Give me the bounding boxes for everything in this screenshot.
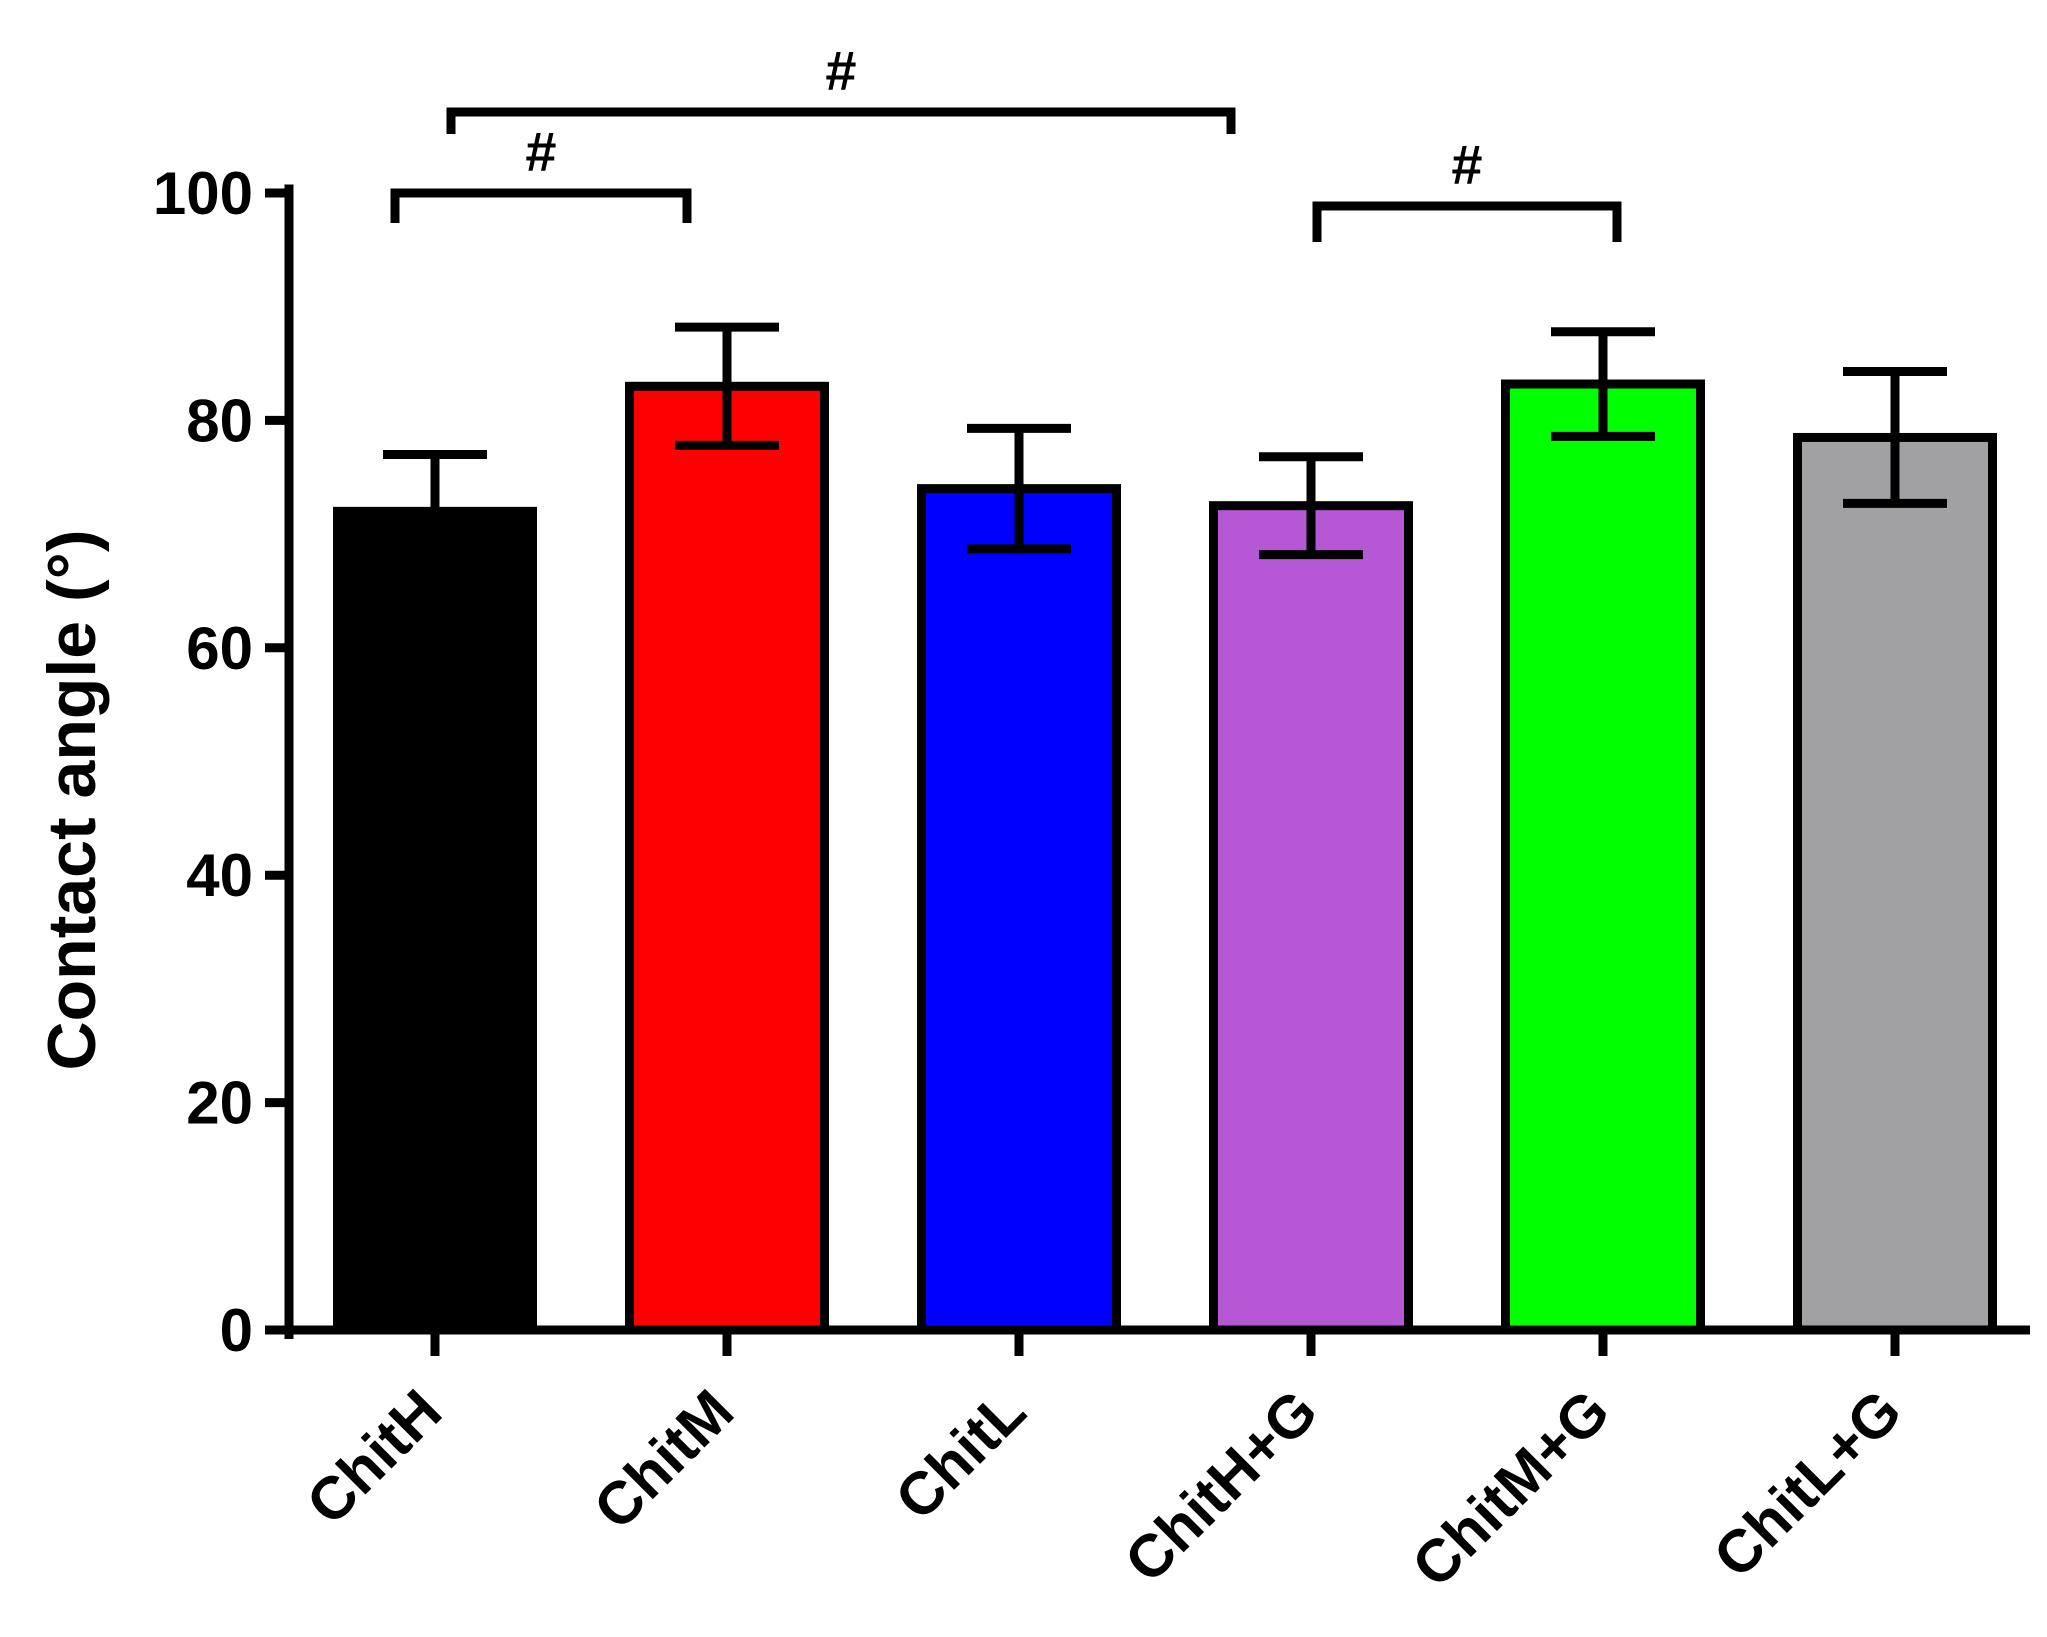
error-bars (383, 322, 1947, 560)
significance-label: # (525, 120, 556, 183)
y-tick-label: 20 (186, 1070, 253, 1137)
x-label-ChitH+G: ChitH+G (1112, 1377, 1330, 1595)
significance-bracket (390, 188, 692, 223)
bar-ChitL+G (1793, 432, 1997, 1335)
bars (333, 379, 1997, 1335)
significance-label: # (1451, 133, 1482, 196)
y-tick-label: 60 (186, 615, 253, 682)
x-label-ChitH: ChitH (294, 1377, 454, 1537)
bar-ChitL (917, 484, 1121, 1335)
x-label-ChitM: ChitM (581, 1377, 746, 1542)
bar-ChitH (333, 506, 537, 1335)
x-label-ChitM+G: ChitM+G (1399, 1377, 1622, 1600)
significance-bracket (1312, 201, 1622, 242)
y-axis-title: Contact angle (°) (34, 530, 110, 1071)
y-tick-label: 0 (220, 1297, 253, 1364)
bar-ChitM (625, 381, 829, 1335)
bar-ChitM+G (1501, 379, 1705, 1335)
x-label-ChitL: ChitL (882, 1377, 1038, 1533)
bar-ChitH+G (1209, 501, 1413, 1335)
significance-bracket (446, 107, 1236, 134)
significance-label: # (825, 39, 856, 102)
significance-brackets (390, 107, 1622, 242)
y-tick-label: 80 (186, 387, 253, 454)
y-tick-label: 40 (186, 842, 253, 909)
y-tick-label: 100 (153, 160, 253, 227)
x-label-ChitL+G: ChitL+G (1701, 1377, 1915, 1591)
